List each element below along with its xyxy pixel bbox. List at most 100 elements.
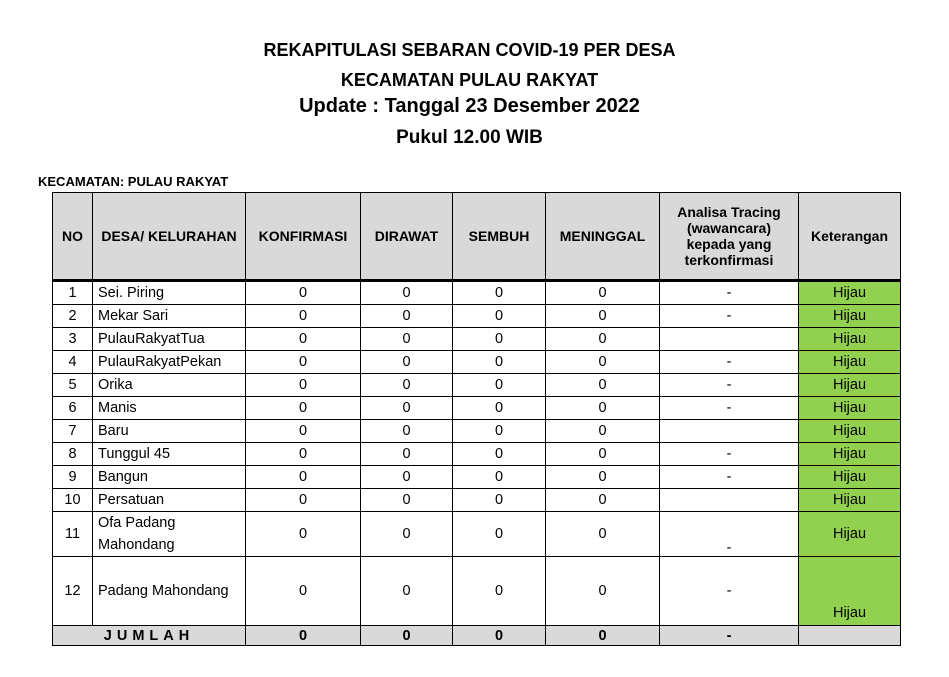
cell-no: 5	[52, 373, 93, 397]
cell-tracing: -	[659, 280, 799, 305]
cell-meninggal: 0	[545, 465, 660, 489]
table-row: 10 Persatuan 0 0 0 0 Hijau	[52, 488, 901, 512]
cell-dirawat: 0	[360, 373, 453, 397]
cell-dirawat: 0	[360, 327, 453, 351]
table-row: 6 Manis 0 0 0 0- Hijau	[52, 396, 901, 420]
cell-no: 11	[52, 511, 93, 557]
cell-sembuh: 0	[452, 488, 546, 512]
cell-sembuh: 0	[452, 556, 546, 626]
cell-konfirmasi: 0	[245, 442, 361, 466]
cell-sembuh: 0	[452, 419, 546, 443]
cell-sembuh: 0	[452, 465, 546, 489]
cell-meninggal: 0	[545, 373, 660, 397]
cell-ket: Hijau	[798, 304, 901, 328]
cell-dirawat: 0	[360, 442, 453, 466]
cell-tracing	[659, 327, 799, 351]
table-row: 3 PulauRakyatTua 0 0 0 0 Hijau	[52, 327, 901, 351]
cell-meninggal: 0	[545, 511, 660, 557]
cell-tracing: -	[659, 442, 799, 466]
cell-tracing: -	[659, 465, 799, 489]
cell-meninggal: 0	[545, 304, 660, 328]
cell-konfirmasi: 0	[245, 556, 361, 626]
cell-sembuh: 0	[452, 350, 546, 374]
cell-sembuh: 0	[452, 442, 546, 466]
table-row: 12 Padang Mahondang 0 0 0 0- Hijau	[52, 556, 901, 626]
cell-dirawat: 0	[360, 396, 453, 420]
header-meninggal: MENINGGAL	[545, 192, 660, 281]
cell-sembuh: 0	[452, 373, 546, 397]
cell-ket: Hijau	[798, 373, 901, 397]
cell-dirawat: 0	[360, 511, 453, 557]
cell-desa: Orika	[92, 373, 246, 397]
cell-no: 7	[52, 419, 93, 443]
table-row: 2 Mekar Sari 0 0 0 0- Hijau	[52, 304, 901, 328]
report-title: REKAPITULASI SEBARAN COVID-19 PER DESA	[263, 40, 676, 60]
cell-desa: PulauRakyatPekan	[92, 350, 246, 374]
cell-sembuh: 0	[452, 304, 546, 328]
cell-konfirmasi: 0	[245, 419, 361, 443]
cell-sembuh: 0	[452, 280, 546, 305]
cell-ket: Hijau	[798, 396, 901, 420]
cell-ket: Hijau	[798, 327, 901, 351]
cell-ket: Hijau	[798, 419, 901, 443]
table-row: 5 Orika 0 0 0 0- Hijau	[52, 373, 901, 397]
header-konfirmasi: KONFIRMASI	[245, 192, 361, 281]
header-no: NO	[52, 192, 93, 281]
kecamatan-label: KECAMATAN: PULAU RAKYAT	[38, 174, 229, 189]
cell-meninggal: 0	[545, 556, 660, 626]
header-desa: DESA/ KELURAHAN	[92, 192, 246, 281]
cell-konfirmasi: 0	[245, 396, 361, 420]
cell-desa: Tunggul 45	[92, 442, 246, 466]
cell-konfirmasi: 0	[245, 350, 361, 374]
cell-tracing: -	[659, 373, 799, 397]
cell-konfirmasi: 0	[245, 465, 361, 489]
cell-no: 8	[52, 442, 93, 466]
cell-desa: Padang Mahondang	[92, 556, 246, 626]
cell-meninggal: 0	[545, 488, 660, 512]
cell-konfirmasi: 0	[245, 373, 361, 397]
cell-no: 2	[52, 304, 93, 328]
header-keterangan: Keterangan	[798, 192, 901, 281]
update-date: Update : Tanggal 23 Desember 2022	[299, 95, 640, 117]
cell-ket: Hijau	[798, 556, 901, 626]
cell-desa: Ofa Padang Mahondang	[92, 511, 246, 557]
cell-konfirmasi: 0	[245, 304, 361, 328]
header-row: NO DESA/ KELURAHAN KONFIRMASI DIRAWAT SEMBUH…	[52, 192, 901, 281]
cell-desa: Bangun	[92, 465, 246, 489]
cell-tracing	[659, 488, 799, 512]
cell-meninggal: 0	[545, 327, 660, 351]
table-row: 11 Ofa Padang Mahondang 0 0 0 0- Hijau	[52, 511, 901, 557]
cell-no: 9	[52, 465, 93, 489]
cell-tracing	[659, 419, 799, 443]
table-row: 1 Sei. Piring 0 0 0 0- Hijau	[52, 280, 901, 305]
cell-ket: Hijau	[798, 511, 901, 557]
cell-meninggal: 0	[545, 396, 660, 420]
cell-tracing: -	[659, 350, 799, 374]
cell-tracing: -	[659, 556, 799, 626]
header-sembuh: SEMBUH	[452, 192, 546, 281]
cell-desa: Sei. Piring	[92, 280, 246, 305]
cell-desa: Persatuan	[92, 488, 246, 512]
cell-dirawat: 0	[360, 304, 453, 328]
cell-tracing: -	[659, 396, 799, 420]
cell-desa: Baru	[92, 419, 246, 443]
cell-meninggal: 0	[545, 280, 660, 305]
cell-meninggal: 0	[545, 442, 660, 466]
cell-konfirmasi: 0	[245, 511, 361, 557]
cell-ket: Hijau	[798, 350, 901, 374]
total-row: JUMLAH 0 0 0 0-	[52, 625, 901, 646]
update-time: Pukul 12.00 WIB	[396, 127, 543, 148]
table-row: 9 Bangun 0 0 0 0- Hijau	[52, 465, 901, 489]
covid-table: NO DESA/ KELURAHAN KONFIRMASI DIRAWAT SEMBUH…	[52, 192, 901, 646]
cell-dirawat: 0	[360, 419, 453, 443]
cell-dirawat: 0	[360, 280, 453, 305]
total-dirawat: 0	[360, 625, 453, 646]
cell-dirawat: 0	[360, 488, 453, 512]
cell-no: 3	[52, 327, 93, 351]
table-row: 4 PulauRakyatPekan 0 0 0 0- Hijau	[52, 350, 901, 374]
header-tracing: Analisa Tracing (wawancara) kepada yang …	[659, 192, 799, 281]
total-label: JUMLAH	[52, 625, 246, 646]
total-konfirmasi: 0	[245, 625, 361, 646]
cell-ket: Hijau	[798, 280, 901, 305]
cell-ket: Hijau	[798, 488, 901, 512]
